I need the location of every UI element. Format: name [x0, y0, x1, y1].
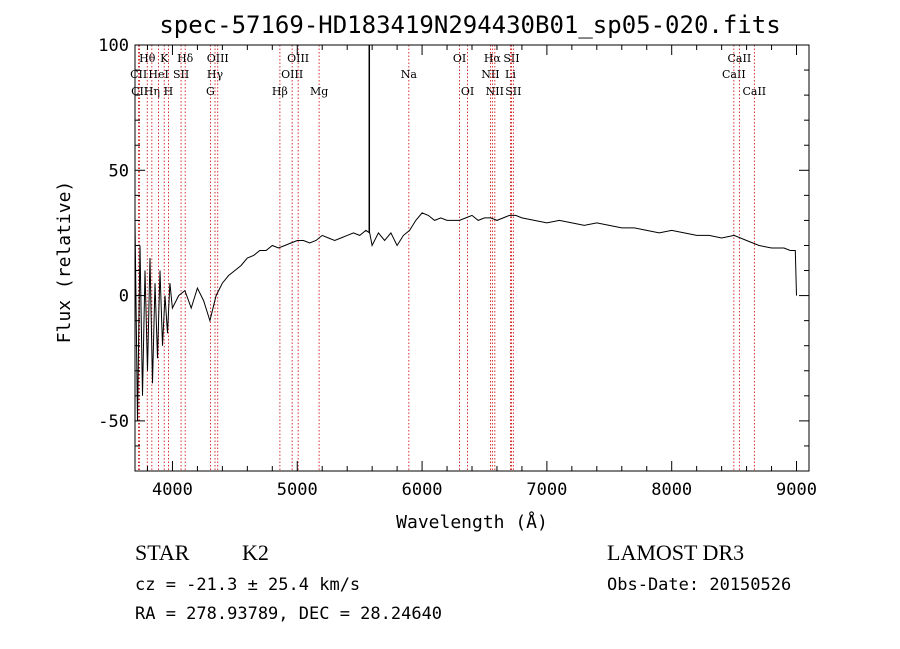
- y-tick-label: 100: [98, 36, 129, 56]
- object-class: STAR: [135, 540, 190, 565]
- line-marker-label: CII: [130, 68, 147, 81]
- line-marker-label: Hα: [484, 52, 502, 65]
- line-marker-label: G: [206, 85, 215, 98]
- line-marker-label: CII: [131, 85, 148, 98]
- line-marker-label: SII: [505, 85, 521, 98]
- line-marker-label: CaII: [722, 68, 746, 81]
- line-marker-label: Hδ: [177, 52, 194, 65]
- spectrum-series: [134, 45, 797, 421]
- x-tick-label: 4000: [152, 480, 193, 500]
- line-marker-label: Hβ: [272, 85, 288, 98]
- line-marker-label: NII: [486, 85, 504, 98]
- line-marker-label: Mg: [310, 85, 328, 98]
- x-tick-label: 6000: [402, 480, 443, 500]
- x-tick-label: 7000: [526, 480, 567, 500]
- line-marker-label: OIII: [207, 52, 229, 65]
- coordinates: RA = 278.93789, DEC = 28.24640: [135, 604, 443, 624]
- line-marker-label: H: [164, 85, 174, 98]
- plot-frame: [134, 44, 810, 472]
- x-axis-label: Wavelength (Å): [396, 511, 548, 533]
- line-marker-label: Hη: [144, 85, 160, 98]
- line-marker-label: OI: [453, 52, 466, 65]
- x-tick-label: 9000: [776, 480, 817, 500]
- y-axis-label: Flux (relative): [54, 181, 75, 344]
- chart-title: spec-57169-HD183419N294430B01_sp05-020.f…: [159, 11, 780, 39]
- series-line: [134, 212, 797, 421]
- line-marker-label: OIII: [287, 52, 309, 65]
- y-tick-label: -50: [98, 412, 129, 432]
- y-tick-label: 0: [119, 287, 129, 307]
- line-marker-label: SII: [173, 68, 189, 81]
- line-marker-label: Na: [401, 68, 418, 81]
- line-marker-label: Hθ: [139, 52, 156, 65]
- line-marker-label: OIII: [281, 68, 303, 81]
- x-axis-ticks: 4000 5000 6000 7000 8000 9000: [146, 45, 817, 500]
- line-marker-label: NII: [481, 68, 499, 81]
- observation-date: Obs-Date: 20150526: [607, 575, 792, 595]
- line-marker-label: Li: [505, 68, 516, 81]
- y-axis-ticks: -50 0 50 100: [98, 36, 809, 447]
- x-tick-label: 8000: [651, 480, 692, 500]
- line-marker-label: HeI: [148, 68, 168, 81]
- object-subclass: K2: [242, 540, 269, 565]
- survey-name: LAMOST DR3: [607, 540, 745, 565]
- line-marker-label: SII: [503, 52, 519, 65]
- line-marker-label: K: [160, 52, 169, 65]
- line-marker-label: CaII: [728, 52, 752, 65]
- y-tick-label: 50: [109, 161, 129, 181]
- spectrum-plot: spec-57169-HD183419N294430B01_sp05-020.f…: [54, 11, 817, 533]
- redshift-value: cz = -21.3 ± 25.4 km/s: [135, 575, 361, 595]
- line-marker-label: CaII: [742, 85, 766, 98]
- line-marker-label: Hγ: [207, 68, 224, 81]
- line-markers: Hθ Hη HeI K H SII Hδ CII CII G Hγ OIII Hβ OIII OIII Mg N…: [130, 45, 766, 471]
- x-tick-label: 5000: [277, 480, 318, 500]
- line-marker-label: OI: [461, 85, 474, 98]
